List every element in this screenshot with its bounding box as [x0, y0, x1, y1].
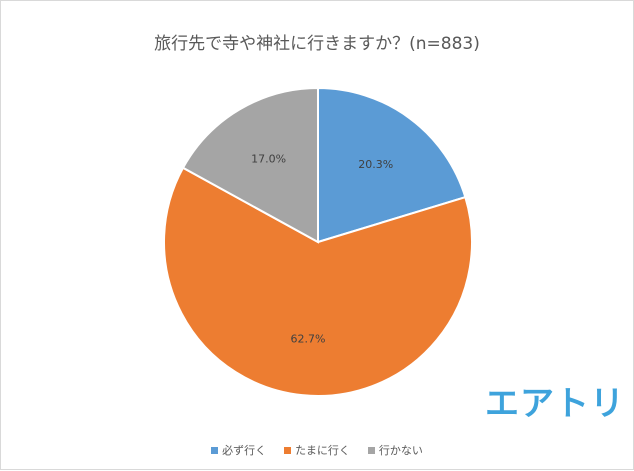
legend: 必ず行く たまに行く 行かない	[1, 442, 633, 458]
legend-label-sometimes: たまに行く	[295, 444, 350, 457]
chart-title: 旅行先で寺や神社に行きますか？(n=883)	[154, 34, 480, 54]
legend-swatch-do-not-go	[367, 446, 375, 454]
legend-swatch-must-go	[211, 446, 219, 454]
data-label-sometimes: 62.7%	[290, 332, 325, 345]
legend-item-must-go: 必ず行く	[211, 442, 266, 458]
pie-slice-do-not-go	[181, 86, 319, 244]
legend-label-must-go: 必ず行く	[222, 444, 267, 457]
pie-slice-must-go	[317, 86, 467, 244]
legend-item-sometimes: たまに行く	[284, 442, 350, 458]
legend-label-do-not-go: 行かない	[378, 444, 423, 457]
airtrip-logo: エアトリ	[485, 384, 625, 424]
data-label-do-not-go: 17.0%	[251, 152, 286, 165]
legend-item-do-not-go: 行かない	[367, 442, 423, 458]
data-label-must-go: 20.3%	[358, 158, 393, 171]
pie-slice-sometimes	[163, 166, 473, 397]
legend-swatch-sometimes	[284, 446, 292, 454]
